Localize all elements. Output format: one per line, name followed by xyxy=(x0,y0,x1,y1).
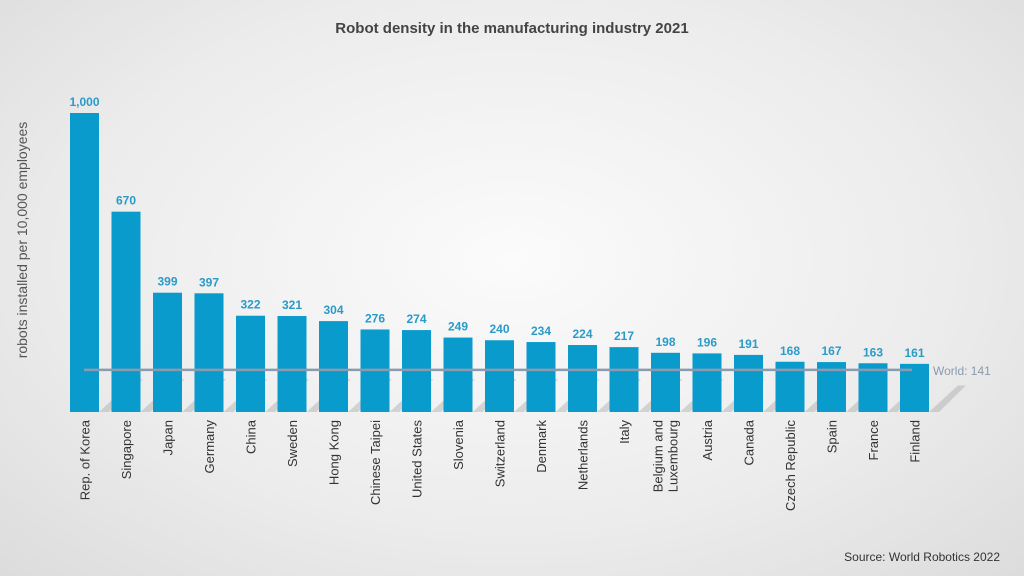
bar-shadow xyxy=(929,385,966,412)
category-label: Singapore xyxy=(119,420,134,479)
data-label: 234 xyxy=(531,324,551,338)
category-label: Chinese Taipei xyxy=(368,420,383,505)
data-label: 167 xyxy=(821,344,841,358)
data-label: 217 xyxy=(614,329,634,343)
category-label: Hong Kong xyxy=(327,420,342,485)
data-label: 198 xyxy=(655,335,675,349)
data-label: 249 xyxy=(448,320,468,334)
bar xyxy=(236,315,265,412)
category-label: Denmark xyxy=(534,420,549,473)
data-label: 321 xyxy=(282,298,302,312)
bar xyxy=(526,342,556,412)
chart-title: Robot density in the manufacturing indus… xyxy=(335,20,689,37)
data-label: 399 xyxy=(157,275,177,289)
category-label: Czech Republic xyxy=(783,420,798,512)
category-label: Japan xyxy=(161,420,176,455)
category-label: Sweden xyxy=(285,420,300,467)
category-label: Netherlands xyxy=(576,420,591,491)
bar xyxy=(651,352,680,412)
category-label: United States xyxy=(410,420,425,499)
data-label: 274 xyxy=(406,312,426,326)
bar xyxy=(568,345,597,412)
category-label: France xyxy=(866,420,881,460)
data-label: 191 xyxy=(738,337,758,351)
data-label: 397 xyxy=(199,275,219,289)
bar xyxy=(443,337,473,412)
category-label: Austria xyxy=(700,419,715,460)
category-label: Finland xyxy=(908,420,923,463)
bar xyxy=(609,347,639,412)
category-label: Rep. of Korea xyxy=(78,419,93,500)
bar xyxy=(111,211,141,412)
bar xyxy=(194,293,224,412)
category-label: China xyxy=(244,419,259,454)
data-label: 224 xyxy=(572,327,592,341)
data-label: 304 xyxy=(323,303,343,317)
bar xyxy=(277,316,307,412)
category-label: Italy xyxy=(617,420,632,444)
bar xyxy=(153,292,182,412)
data-label: 670 xyxy=(116,194,136,208)
data-label: 322 xyxy=(240,298,260,312)
data-label: 276 xyxy=(365,311,385,325)
bar xyxy=(734,354,763,412)
data-label: 168 xyxy=(780,344,800,358)
data-label: 196 xyxy=(697,335,717,349)
bar xyxy=(900,363,929,412)
bar xyxy=(319,321,348,412)
bar xyxy=(70,113,99,412)
data-label: 1,000 xyxy=(69,95,99,109)
bar xyxy=(692,353,722,412)
bar xyxy=(858,363,888,412)
category-label: Canada xyxy=(742,419,757,465)
category-label: Germany xyxy=(202,420,217,474)
category-label: Slovenia xyxy=(451,419,466,470)
bar xyxy=(485,340,514,412)
source-note: Source: World Robotics 2022 xyxy=(844,550,1000,564)
category-label: Switzerland xyxy=(493,420,508,487)
category-label: Spain xyxy=(825,420,840,453)
data-label: 163 xyxy=(863,345,883,359)
category-label: Belgium andLuxembourg xyxy=(651,420,681,492)
world-reference-label: World: 141 xyxy=(933,364,991,378)
data-label: 161 xyxy=(904,346,924,360)
data-label: 240 xyxy=(489,322,509,336)
